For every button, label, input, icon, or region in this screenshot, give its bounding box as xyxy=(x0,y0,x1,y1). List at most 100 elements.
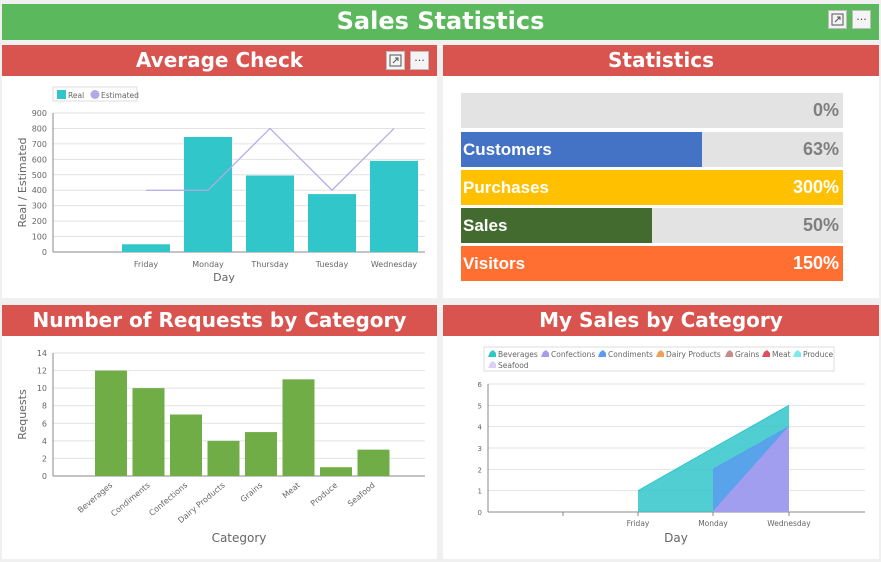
legend-swatch-grains xyxy=(725,350,733,357)
y-tick-label: 0 xyxy=(478,509,482,517)
panel-average-check: Average Check ··· Real Estimated 0 100 200 30… xyxy=(2,45,437,298)
y-tick-label: 5 xyxy=(478,402,482,410)
legend-box xyxy=(483,346,835,372)
y-tick-label: 2 xyxy=(42,454,47,463)
x-tick-label: Condiments xyxy=(109,481,152,519)
stat-row-sales: Sales 50% xyxy=(461,208,843,243)
panel-title-requests: Number of Requests by Category xyxy=(2,305,437,336)
panel-my-sales-by-category: My Sales by Category Beverages Confection… xyxy=(443,305,879,559)
y-tick-label: 0 xyxy=(42,248,47,257)
line-estimated xyxy=(146,127,395,192)
y-tick-label: 10 xyxy=(37,384,47,393)
legend-label-produce: Produce xyxy=(803,350,834,359)
stat-bar-fill xyxy=(461,170,843,205)
y-axis-title: Real / Estimated xyxy=(16,138,29,228)
panel-expand-button[interactable] xyxy=(386,51,405,70)
stat-label: Sales xyxy=(463,216,508,235)
y-tick-label: 400 xyxy=(32,186,47,195)
y-tick-label: 700 xyxy=(32,140,47,149)
y-tick-label: 500 xyxy=(32,171,47,180)
bar-confections xyxy=(170,414,202,476)
legend-swatch-dairy-products xyxy=(656,350,664,357)
x-tick-label: Produce xyxy=(309,481,339,509)
y-tick-label: 600 xyxy=(32,155,47,164)
legend-swatch-confections xyxy=(541,350,549,357)
header-expand-button[interactable] xyxy=(828,10,847,29)
stat-label: Purchases xyxy=(463,178,549,197)
y-tick-label: 3 xyxy=(478,445,482,453)
y-tick-label: 8 xyxy=(42,402,47,411)
bar-seafood xyxy=(357,449,390,476)
legend-swatch-beverages xyxy=(488,350,496,357)
y-tick-label: 300 xyxy=(32,202,47,211)
y-tick-label: 2 xyxy=(478,466,482,474)
bar-produce xyxy=(320,467,352,476)
legend-label-beverages: Beverages xyxy=(498,350,538,359)
my-sales-chart: Beverages Confections Condiments Dairy Prod… xyxy=(478,346,865,545)
requests-chart: 02468101214BeveragesCondimentsConfection… xyxy=(16,349,425,545)
x-tick-label: Friday xyxy=(627,519,650,528)
x-tick-label: Beverages xyxy=(76,481,114,515)
stat-bar-fill xyxy=(461,208,652,243)
dashboard-title: Sales Statistics xyxy=(336,7,545,35)
stat-bar-fill xyxy=(461,132,702,167)
legend-label-grains: Grains xyxy=(735,350,759,359)
x-axis-title: Day xyxy=(664,531,688,545)
y-tick-label: 6 xyxy=(42,419,47,428)
area-line-confections xyxy=(712,426,790,513)
stat-row-empty: 0% xyxy=(461,93,843,128)
y-tick-label: 0 xyxy=(42,472,47,481)
y-axis-title: Requests xyxy=(16,389,29,440)
y-tick-label: 100 xyxy=(32,233,47,242)
panel-title-average-check: Average Check xyxy=(2,45,437,76)
stat-value: 150% xyxy=(792,253,839,273)
legend-swatch-estimated xyxy=(90,90,100,99)
x-tick-label: Thursday xyxy=(250,260,288,269)
legend-swatch-produce xyxy=(793,350,801,357)
x-tick-label: Monday xyxy=(192,260,224,269)
legend-swatch-condiments xyxy=(598,350,606,357)
x-tick-label: Monday xyxy=(698,519,728,528)
y-tick-label: 4 xyxy=(478,424,483,432)
bar-real-monday xyxy=(184,136,232,252)
panel-title-my-sales: My Sales by Category xyxy=(443,305,879,336)
area-line-beverages xyxy=(637,404,790,492)
y-tick-label: 6 xyxy=(478,381,483,389)
y-tick-label: 800 xyxy=(32,124,47,133)
x-tick-label: Seafood xyxy=(346,481,377,509)
bar-beverages xyxy=(95,370,127,476)
y-tick-label: 200 xyxy=(32,217,47,226)
stat-label: Visitors xyxy=(463,254,526,273)
header-more-button[interactable]: ··· xyxy=(852,10,871,29)
x-tick-label: Tuesday xyxy=(315,260,349,269)
x-tick-label: Grains xyxy=(239,481,265,505)
bar-grains xyxy=(245,432,277,476)
bar-real-tuesday xyxy=(308,194,356,252)
y-tick-label: 1 xyxy=(478,488,482,496)
bar-real-wednesday xyxy=(370,160,418,252)
expand-icon xyxy=(831,13,844,26)
y-tick-label: 900 xyxy=(32,109,47,118)
area-line-condiments xyxy=(712,426,790,470)
legend-swatch-seafood xyxy=(488,361,496,368)
legend-swatch-meat xyxy=(762,350,770,357)
stat-label: Customers xyxy=(463,140,552,159)
legend-label-confections: Confections xyxy=(551,350,595,359)
stat-row-purchases: Purchases 300% xyxy=(461,170,843,205)
panel-statistics: Statistics 0% Customers 63% Purchases 300% Sa… xyxy=(443,45,879,298)
x-tick-label: Meat xyxy=(281,481,302,501)
bar-real-friday xyxy=(122,244,170,252)
legend-label-condiments: Condiments xyxy=(608,350,653,359)
y-tick-label: 4 xyxy=(42,437,47,446)
legend-label-meat: Meat xyxy=(772,350,791,359)
stat-value: 0% xyxy=(812,100,839,120)
panel-more-button[interactable]: ··· xyxy=(410,51,429,70)
x-tick-label: Friday xyxy=(134,260,159,269)
stat-row-customers: Customers 63% xyxy=(461,132,843,167)
legend-label-estimated: Estimated xyxy=(101,91,139,100)
stat-row-visitors: Visitors 150% xyxy=(461,246,843,281)
legend-swatch-real xyxy=(57,90,66,99)
stat-bar-fill xyxy=(461,246,843,281)
y-tick-label: 12 xyxy=(37,367,47,376)
dashboard-header: Sales Statistics ··· xyxy=(2,4,879,40)
